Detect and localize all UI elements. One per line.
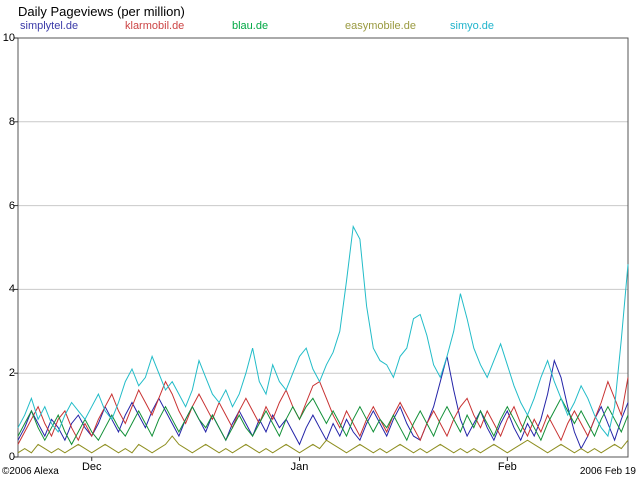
y-axis-label-2: 2 bbox=[8, 367, 15, 380]
series-line-blau-de bbox=[17, 397, 629, 446]
legend-item-simyo[interactable]: simyo.de bbox=[450, 20, 495, 32]
chart-title: Daily Pageviews (per million) bbox=[18, 4, 185, 19]
y-axis-label-6: 6 bbox=[8, 199, 15, 212]
x-axis-label-Jan: Jan bbox=[290, 461, 309, 473]
y-axis-label-0: 0 bbox=[8, 451, 15, 463]
y-axis-label-10: 10 bbox=[2, 32, 15, 44]
series-line-simyo-de bbox=[17, 224, 629, 438]
y-axis-label-8: 8 bbox=[8, 115, 15, 128]
series-line-simplytel-de bbox=[17, 356, 629, 450]
legend-item-easymobile[interactable]: easymobile.de bbox=[345, 20, 416, 32]
series-line-klarmobil-de bbox=[17, 377, 629, 445]
legend-item-simplytel[interactable]: simplytel.de bbox=[20, 20, 79, 32]
plot-border bbox=[17, 37, 629, 458]
copyright-text: ©2006 Alexa bbox=[2, 466, 59, 477]
x-axis-label-Dec: Dec bbox=[81, 461, 102, 473]
legend-item-klarmobil[interactable]: klarmobil.de bbox=[125, 20, 185, 32]
chart-date: 2006 Feb 19 bbox=[579, 466, 636, 477]
legend-item-blau[interactable]: blau.de bbox=[232, 20, 269, 32]
chart-legend: simplytel.de klarmobil.de blau.de easymo… bbox=[0, 20, 640, 34]
series-line-easymobile-de bbox=[17, 435, 629, 454]
y-axis-label-4: 4 bbox=[8, 283, 15, 296]
x-axis-label-Feb: Feb bbox=[497, 461, 517, 473]
